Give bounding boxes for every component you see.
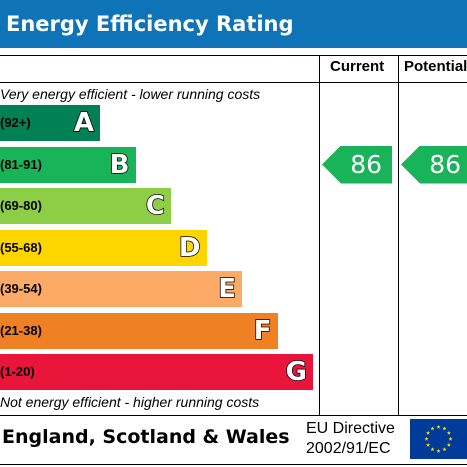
top-note: Very energy efficient - lower running co… <box>0 86 261 102</box>
band-f: (21-38) F <box>0 312 278 349</box>
band-c: (69-80) C <box>0 188 171 224</box>
potential-rating-value: 86 <box>429 149 461 179</box>
eu-star-icon <box>430 426 435 431</box>
current-rating-value: 86 <box>350 149 382 179</box>
band-letter-label: B <box>109 149 130 181</box>
band-range-label: (81-91) <box>0 156 42 172</box>
band-letter-label: F <box>253 315 272 347</box>
eu-star-icon <box>430 447 435 452</box>
title-bar <box>0 0 467 48</box>
band-e: (39-54) E <box>0 271 242 307</box>
band-letter-label: C <box>145 190 166 222</box>
eu-star-icon <box>442 447 447 452</box>
current-column-header: Current <box>330 58 385 75</box>
eu-stars-icon <box>424 424 453 453</box>
band-range-label: (1-20) <box>0 364 35 379</box>
band-range-label: (55-68) <box>0 239 42 255</box>
eu-star-icon <box>442 426 447 431</box>
eu-star-icon <box>426 442 431 447</box>
eu-star-icon <box>436 448 441 453</box>
band-range-label: (21-38) <box>0 322 42 338</box>
band-range-label: (69-80) <box>0 198 42 213</box>
eu-directive-label: EU Directive <box>306 420 395 437</box>
eu-star-icon <box>426 430 431 435</box>
band-letter-label: G <box>285 356 308 388</box>
band-range-label: (39-54) <box>0 281 42 296</box>
eu-star-icon <box>436 424 441 429</box>
band-letter-label: A <box>73 107 95 139</box>
band-letter-label: D <box>178 232 201 264</box>
eu-star-icon <box>446 442 451 447</box>
band-range-label: (92+) <box>0 115 31 130</box>
bottom-note: Not energy efficient - higher running co… <box>0 394 260 410</box>
eu-flag-icon <box>410 419 467 459</box>
country-label: England, Scotland & Wales <box>2 426 290 448</box>
band-b: (81-91) B <box>0 146 136 183</box>
band-a: (92+) A <box>0 105 100 141</box>
eu-star-icon <box>424 436 429 441</box>
eu-star-icon <box>446 430 451 435</box>
chart-title: Energy Efficiency Rating <box>6 12 294 36</box>
band-g: (1-20) G <box>0 354 313 390</box>
band-letter-label: E <box>217 273 236 305</box>
eu-directive-number: 2002/91/EC <box>306 440 391 457</box>
eu-star-icon <box>448 436 453 441</box>
potential-column-header: Potential <box>404 58 467 75</box>
band-d: (55-68) D <box>0 229 207 266</box>
